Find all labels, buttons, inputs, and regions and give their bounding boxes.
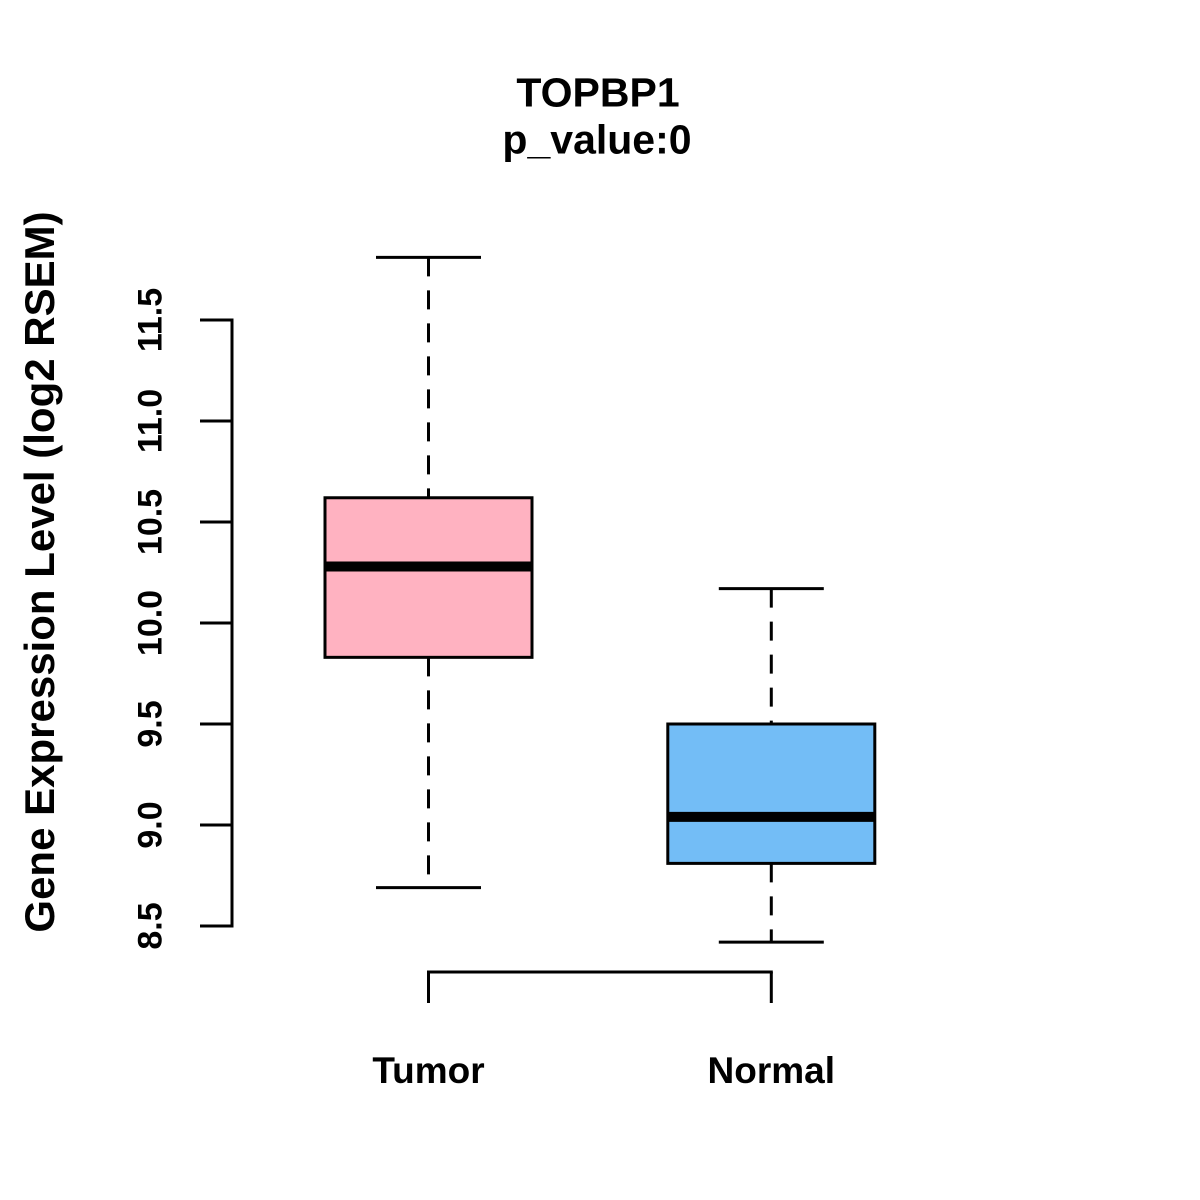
chart-title: TOPBP1 <box>516 69 680 116</box>
chart-subtitle: p_value:0 <box>502 116 692 163</box>
tumor-box <box>323 496 534 659</box>
y-tick-label-10.0: 10.0 <box>131 589 170 657</box>
y-tick-label-11.0: 11.0 <box>131 388 170 454</box>
x-category-label-tumor: Tumor <box>372 1050 485 1091</box>
y-tick-label-11.5: 11.5 <box>131 287 170 353</box>
y-axis-label: Gene Expression Level (log2 RSEM) <box>16 211 63 933</box>
y-tick-label-9.0: 9.0 <box>131 801 170 849</box>
y-tick-label-8.5: 8.5 <box>131 902 170 950</box>
y-tick-label-9.5: 9.5 <box>131 700 170 748</box>
normal-box <box>666 722 877 865</box>
y-tick-label-10.5: 10.5 <box>131 488 170 556</box>
x-category-label-normal: Normal <box>707 1050 836 1091</box>
